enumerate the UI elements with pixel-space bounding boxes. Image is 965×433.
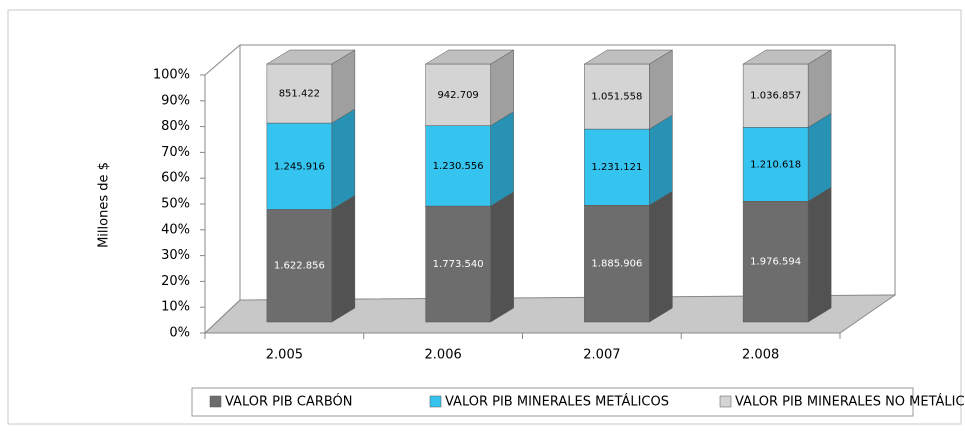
bar — [266, 122, 333, 210]
back-wall — [240, 44, 896, 295]
legend-swatch — [429, 395, 442, 408]
y-tick-label: 80% — [161, 119, 190, 134]
data-label: 851.422 — [279, 89, 320, 100]
y-tick-label: 30% — [161, 248, 190, 263]
y-tick-label: 10% — [161, 300, 190, 315]
data-label: 1.051.558 — [591, 92, 642, 103]
y-tick-label: 70% — [161, 145, 190, 160]
bar-top — [742, 49, 833, 65]
bar-side — [331, 108, 356, 210]
bar — [584, 128, 650, 206]
x-tick-label: 2.007 — [583, 348, 620, 363]
y-tick-label: 60% — [161, 171, 190, 186]
data-label: 1.976.594 — [750, 257, 801, 268]
bar-side — [807, 112, 832, 202]
data-label: 1.230.556 — [433, 161, 484, 172]
legend-label: VALOR PIB CARBÓN — [225, 394, 353, 410]
data-label: 1.245.916 — [274, 161, 325, 172]
data-label: 1.231.121 — [591, 162, 642, 173]
bar-side — [649, 114, 673, 206]
legend-label: VALOR PIB MINERALES METÁLICOS — [445, 394, 669, 410]
data-label: 942.709 — [437, 90, 478, 101]
y-tick-label: 100% — [153, 68, 190, 83]
data-label: 1.622.856 — [274, 261, 325, 272]
bar-top — [424, 49, 515, 65]
bar — [425, 125, 491, 207]
bar — [425, 63, 491, 126]
data-label: 1.885.906 — [591, 259, 642, 270]
y-axis-label: Millones de $ — [97, 162, 112, 248]
bar-side — [807, 186, 832, 323]
data-label: 1.036.857 — [750, 91, 801, 102]
bar — [742, 127, 809, 202]
x-tick-label: 2.005 — [266, 348, 303, 363]
bar — [266, 63, 333, 124]
bar-side — [490, 191, 514, 323]
bar — [742, 63, 809, 128]
legend — [191, 387, 914, 417]
bar-side — [649, 190, 673, 323]
y-tick-label: 20% — [161, 274, 190, 289]
bar — [584, 205, 650, 323]
data-label: 1.773.540 — [433, 259, 484, 270]
bar-top — [583, 49, 674, 65]
x-tick-label: 2.008 — [742, 348, 779, 363]
bar — [266, 209, 333, 323]
bar-top — [265, 49, 356, 65]
legend-label: VALOR PIB MINERALES NO METÁLICOS — [735, 394, 965, 410]
y-tick-label: 90% — [161, 93, 190, 108]
side-wall — [204, 43, 241, 335]
legend-swatch — [209, 395, 222, 408]
bar-side — [331, 195, 356, 323]
legend-swatch — [719, 395, 732, 408]
y-tick-label: 50% — [161, 197, 190, 212]
y-tick-label: 40% — [161, 222, 190, 237]
bar — [425, 205, 491, 323]
data-label: 1.210.618 — [750, 159, 801, 170]
y-tick-label: 0% — [169, 326, 190, 341]
bar — [584, 63, 650, 130]
x-tick-label: 2.006 — [425, 348, 462, 363]
bar — [742, 201, 809, 323]
bar-side — [490, 111, 514, 207]
